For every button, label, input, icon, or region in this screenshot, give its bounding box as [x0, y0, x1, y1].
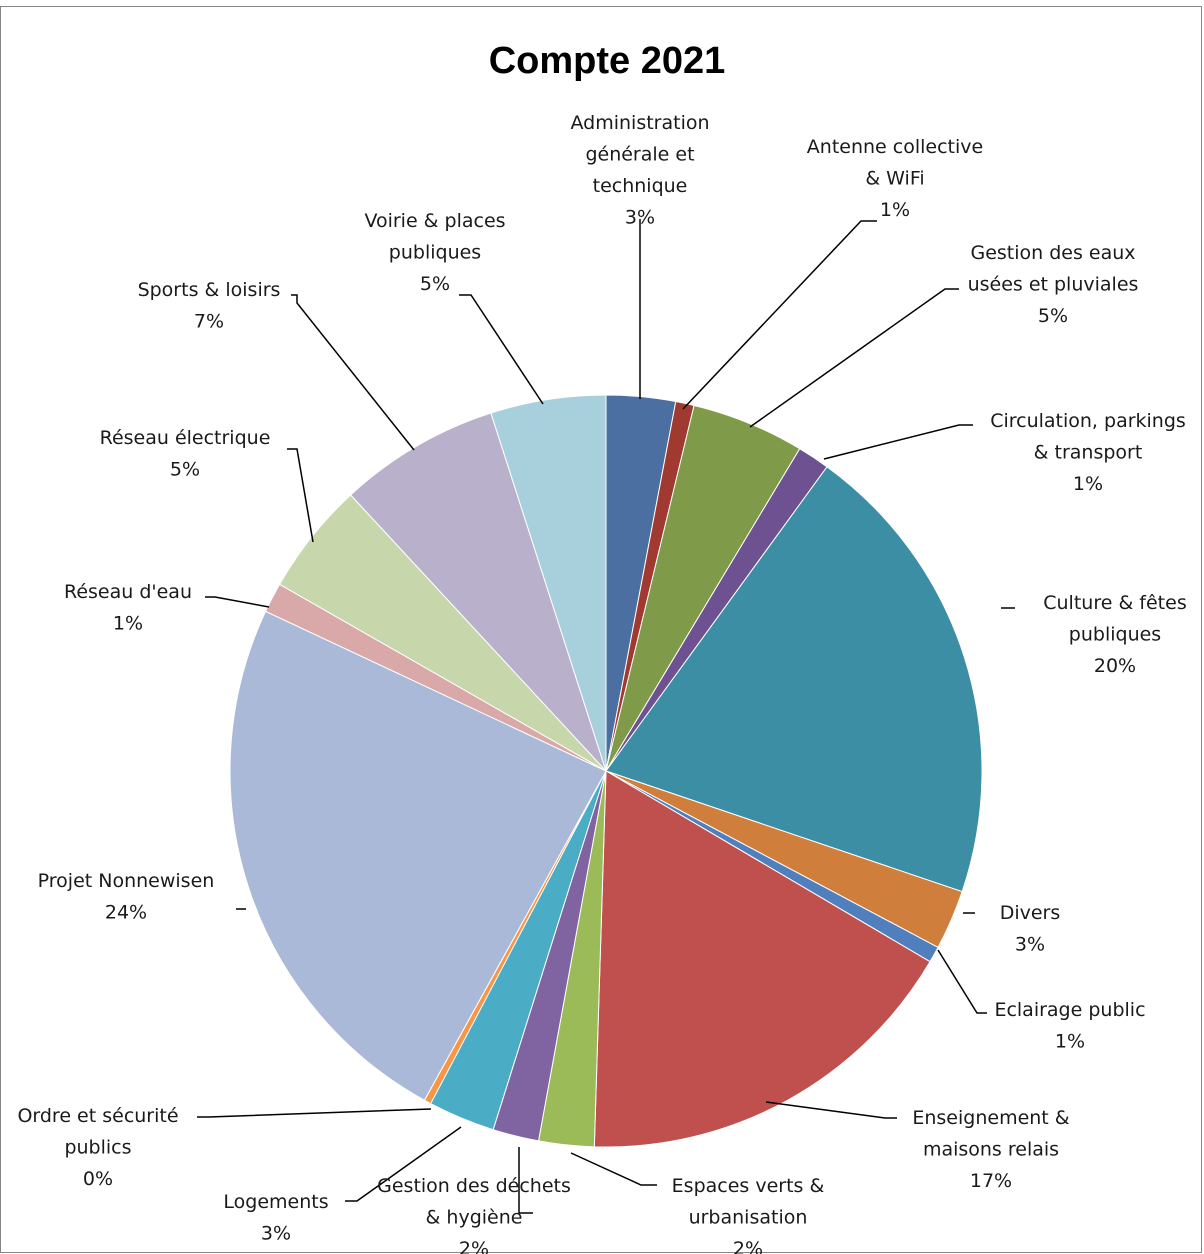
- leader-lines: [197, 219, 1015, 1214]
- chart-area: Compte 2021 Administration générale et tec…: [0, 6, 1202, 1254]
- pie-slice-projet-nonnewisen: [229, 610, 607, 1101]
- pie-slice-voirie-places-publiques: [490, 394, 607, 772]
- data-label-line: & hygiène: [426, 1207, 523, 1229]
- pie-slice-enseignement-maisons-relais: [593, 770, 931, 1148]
- leader-line-espaces-verts-urbanisation: [570, 1152, 657, 1186]
- data-label-eclairage-public: Eclairage public 1%: [994, 999, 1145, 1053]
- data-label-line: Voirie & places: [364, 210, 505, 232]
- data-label-line: Ordre et sécurité: [17, 1105, 178, 1127]
- data-label-line: maisons relais: [923, 1139, 1059, 1161]
- data-label-line: Réseau électrique: [100, 427, 271, 449]
- data-label-line: Espaces verts &: [672, 1175, 825, 1197]
- data-label-circulation-parkings-transport: Circulation, parkings & transport 1%: [990, 410, 1186, 495]
- leader-line-voirie-places-publiques: [459, 294, 544, 405]
- data-label-line: générale et: [585, 144, 694, 166]
- data-label-line: technique: [593, 175, 688, 197]
- data-label-percent: 7%: [194, 311, 224, 333]
- leader-line-gestion-des-eaux-usees-et-pluviales: [749, 288, 959, 428]
- data-label-percent: 1%: [1073, 473, 1103, 495]
- leader-line-reseau-d-eau: [205, 596, 270, 608]
- data-label-reseau-electrique: Réseau électrique 5%: [100, 427, 271, 481]
- chart-title: Compte 2021: [489, 40, 726, 82]
- data-label-administration-generale-et-technique: Administration générale et technique 3%: [570, 112, 709, 229]
- data-label-line: Gestion des eaux: [970, 242, 1135, 264]
- leader-line-ordre-et-securite-publics: [197, 1108, 432, 1118]
- data-label-divers: Divers 3%: [1000, 902, 1061, 956]
- data-label-gestion-des-dechets-hygiene: Gestion des déchets & hygiène 2%: [377, 1175, 571, 1254]
- data-label-ordre-et-securite-publics: Ordre et sécurité publics 0%: [17, 1105, 178, 1190]
- data-label-percent: 5%: [170, 459, 200, 481]
- data-label-line: & WiFi: [865, 168, 924, 190]
- data-label-line: urbanisation: [689, 1207, 808, 1229]
- data-label-percent: 2%: [459, 1238, 489, 1254]
- data-labels: Administration générale et technique 3% Ante…: [17, 112, 1186, 1254]
- data-label-line: Sports & loisirs: [138, 279, 281, 301]
- data-label-percent: 20%: [1094, 655, 1136, 677]
- leader-line-logements: [345, 1126, 462, 1202]
- data-label-line: Enseignement &: [912, 1107, 1069, 1129]
- data-label-line: Réseau d'eau: [64, 581, 192, 603]
- data-label-logements: Logements 3%: [223, 1191, 328, 1245]
- data-label-line: usées et pluviales: [968, 274, 1139, 296]
- data-label-line: Gestion des déchets: [377, 1175, 571, 1197]
- data-label-reseau-d-eau: Réseau d'eau 1%: [64, 581, 192, 635]
- data-label-percent: 3%: [261, 1223, 291, 1245]
- data-label-enseignement-maisons-relais: Enseignement & maisons relais 17%: [912, 1107, 1069, 1192]
- leader-line-gestion-des-dechets-hygiene: [518, 1147, 533, 1214]
- pie-chart: Compte 2021 Administration générale et tec…: [17, 40, 1186, 1254]
- data-label-percent: 1%: [1055, 1031, 1085, 1053]
- data-label-projet-nonnewisen: Projet Nonnewisen 24%: [38, 870, 215, 924]
- pie-slice-culture-fetes-publiques: [605, 466, 983, 893]
- leader-line-enseignement-maisons-relais: [765, 1101, 897, 1119]
- leader-line-sports-loisirs: [291, 294, 415, 451]
- leader-line-eclairage-public: [937, 949, 987, 1014]
- leader-line-reseau-electrique: [287, 448, 314, 543]
- data-label-voirie-places-publiques: Voirie & places publiques 5%: [364, 210, 505, 295]
- leader-line-antenne-collective-wifi: [682, 220, 877, 410]
- data-label-line: Logements: [223, 1191, 328, 1213]
- pie-slice-sports-loisirs: [349, 412, 607, 772]
- pie-slices: [229, 394, 983, 1148]
- data-label-percent: 3%: [625, 207, 655, 229]
- data-label-gestion-des-eaux-usees-et-pluviales: Gestion des eaux usées et pluviales 5%: [968, 242, 1139, 327]
- data-label-line: Culture & fêtes: [1043, 592, 1186, 614]
- data-label-sports-loisirs: Sports & loisirs 7%: [138, 279, 281, 333]
- data-label-line: Antenne collective: [807, 136, 983, 158]
- data-label-percent: 1%: [880, 199, 910, 221]
- data-label-espaces-verts-urbanisation: Espaces verts & urbanisation 2%: [672, 1175, 825, 1254]
- data-label-line: & transport: [1034, 442, 1143, 464]
- leader-line-circulation-parkings-transport: [823, 424, 973, 460]
- data-label-percent: 5%: [1038, 305, 1068, 327]
- data-label-percent: 1%: [113, 613, 143, 635]
- data-label-percent: 0%: [83, 1168, 113, 1190]
- data-label-culture-fetes-publiques: Culture & fêtes publiques 20%: [1043, 592, 1186, 677]
- data-label-line: Administration: [570, 112, 709, 134]
- data-label-line: publics: [64, 1137, 131, 1159]
- data-label-antenne-collective-wifi: Antenne collective & WiFi 1%: [807, 136, 983, 221]
- data-label-line: publiques: [389, 242, 481, 264]
- data-label-percent: 3%: [1015, 934, 1045, 956]
- data-label-percent: 5%: [420, 273, 450, 295]
- data-label-line: Eclairage public: [994, 999, 1145, 1021]
- data-label-line: Projet Nonnewisen: [38, 870, 215, 892]
- data-label-percent: 2%: [733, 1238, 763, 1254]
- data-label-line: Circulation, parkings: [990, 410, 1186, 432]
- data-label-percent: 17%: [970, 1170, 1012, 1192]
- data-label-line: Divers: [1000, 902, 1061, 924]
- data-label-line: publiques: [1069, 624, 1161, 646]
- data-label-percent: 24%: [105, 902, 147, 924]
